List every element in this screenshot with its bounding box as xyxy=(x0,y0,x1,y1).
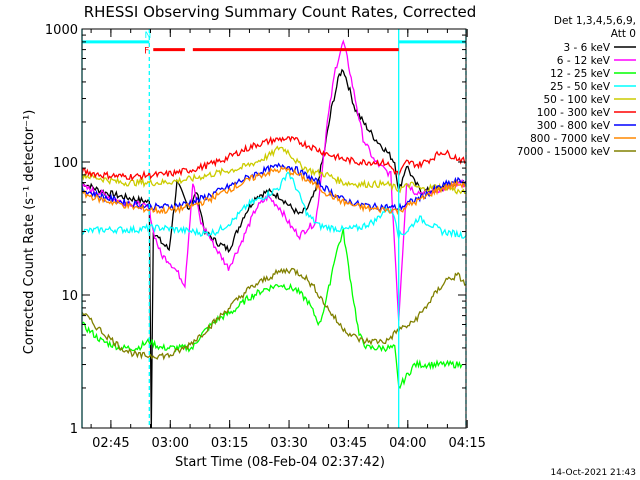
x-tick-label-1: 03:00 xyxy=(152,436,189,451)
footer-timestamp: 14-Oct-2021 21:43 xyxy=(551,468,636,478)
y-tick-label-3: 1000 xyxy=(45,23,78,38)
x-axis-ticks: 02:45 03:00 03:15 03:30 03:45 04:00 04:15 xyxy=(90,29,486,451)
chart-title: RHESSI Observing Summary Count Rates, Co… xyxy=(84,3,477,21)
x-tick-label-0: 02:45 xyxy=(92,436,129,451)
x-tick-label-4: 03:45 xyxy=(330,436,367,451)
legend-label-4: 50 - 100 keV xyxy=(543,94,610,106)
y-axis-label: Corrected Count Rate (s⁻¹ detector⁻¹) xyxy=(22,110,37,355)
legend-label-2: 12 - 25 keV xyxy=(550,68,611,80)
legend-label-0: 3 - 6 keV xyxy=(563,42,610,54)
plot-frame xyxy=(81,28,467,429)
y-axis-ticks: 1 10 100 1000 xyxy=(45,23,466,437)
series-lines xyxy=(82,39,466,428)
series-line-5 xyxy=(82,135,466,182)
legend-label-5: 100 - 300 keV xyxy=(537,107,611,119)
series-line-6 xyxy=(82,162,466,212)
series-line-4 xyxy=(82,145,466,195)
flag-label-0: F xyxy=(144,47,149,57)
legend-label-6: 300 - 800 keV xyxy=(537,120,611,132)
legend-label-7: 800 - 7000 keV xyxy=(530,133,611,145)
y-tick-label-1: 10 xyxy=(61,289,78,304)
legend-label-1: 6 - 12 keV xyxy=(557,55,611,67)
x-axis-label: Start Time (08-Feb-04 02:37:42) xyxy=(175,455,385,470)
legend-header-1: Att 0 xyxy=(611,28,636,40)
x-tick-label-6: 04:15 xyxy=(448,436,485,451)
series-line-0 xyxy=(82,68,466,428)
series-line-8 xyxy=(82,267,466,361)
flag-label-1: N xyxy=(145,31,152,41)
legend-label-3: 25 - 50 keV xyxy=(550,81,611,93)
x-tick-label-5: 04:00 xyxy=(389,436,426,451)
x-tick-label-2: 03:15 xyxy=(211,436,248,451)
y-tick-label-0: 1 xyxy=(70,422,78,437)
legend-header-0: Det 1,3,4,5,6,9, xyxy=(554,15,636,27)
legend-label-8: 7000 - 15000 keV xyxy=(517,146,611,158)
y-tick-label-2: 100 xyxy=(53,156,78,171)
series-line-7 xyxy=(82,165,466,216)
x-tick-label-3: 03:30 xyxy=(270,436,307,451)
series-line-3 xyxy=(82,171,466,239)
series-line-2 xyxy=(82,228,463,390)
